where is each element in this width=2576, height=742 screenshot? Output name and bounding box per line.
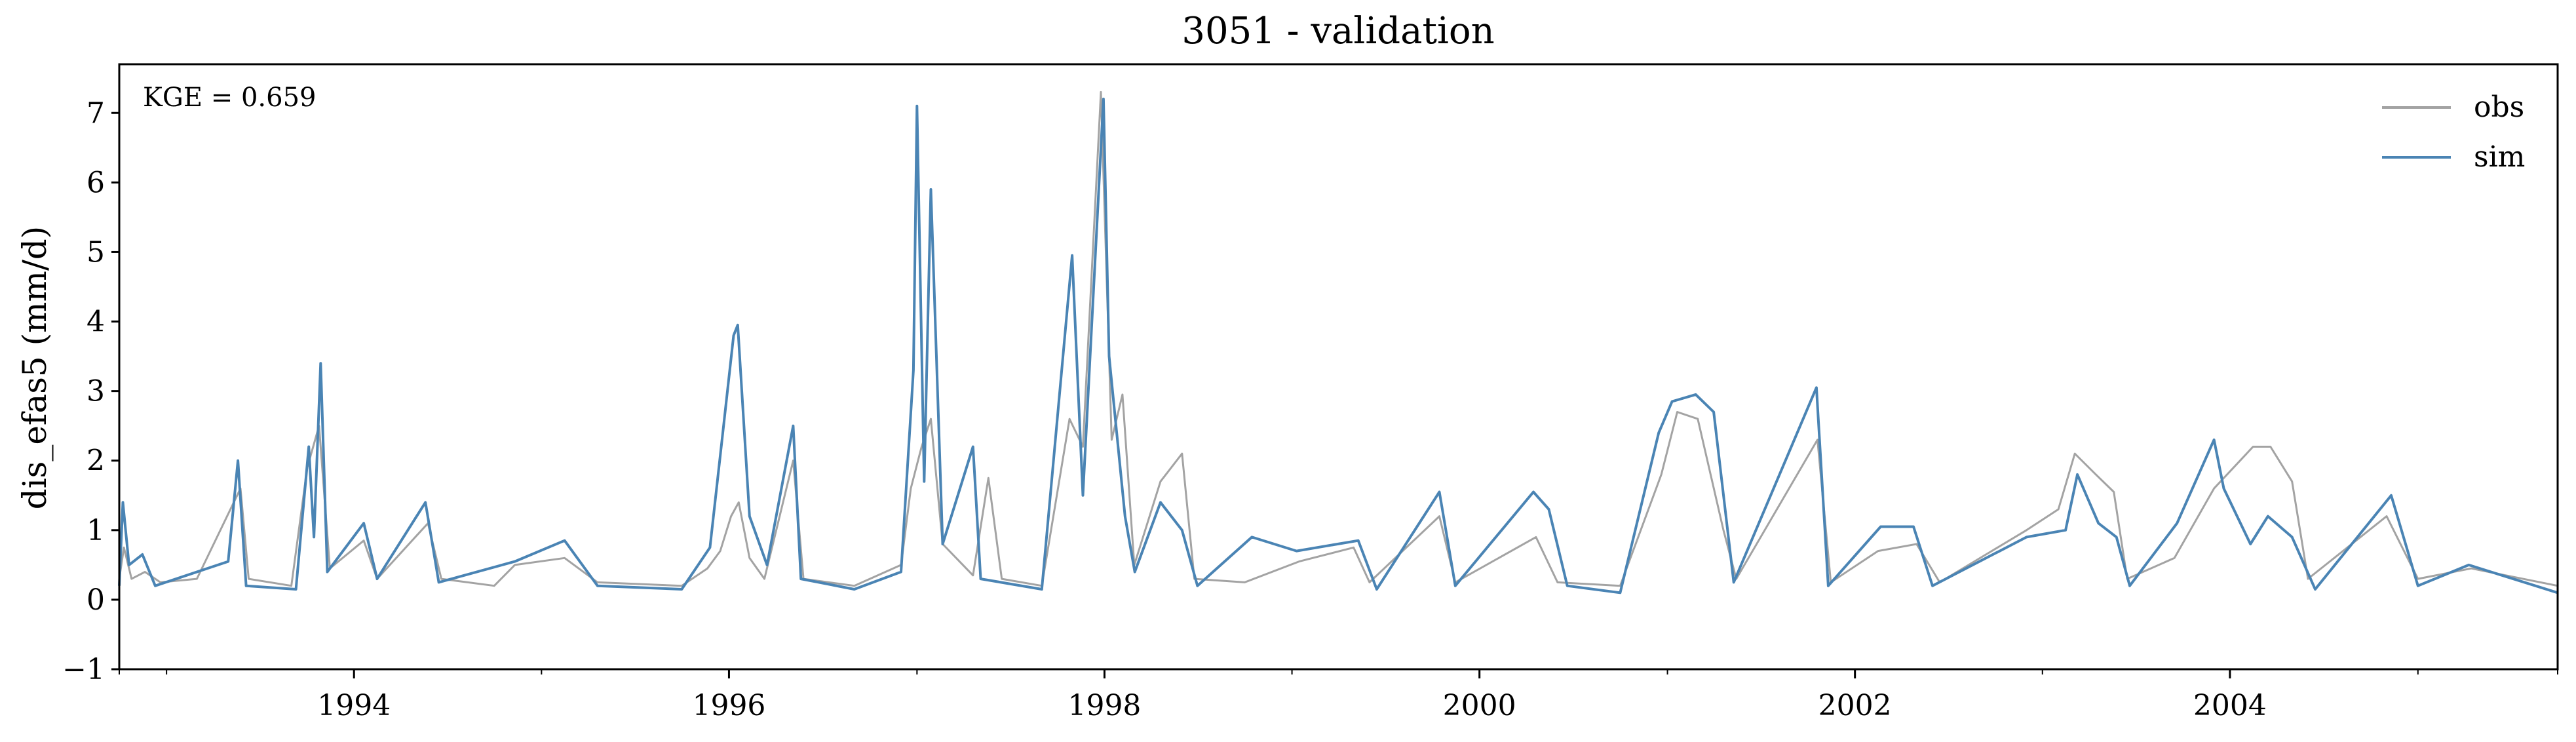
legend: obs sim [2382, 90, 2525, 174]
chart-title: 3051 - validation [1182, 10, 1494, 52]
x-tick-label: 2000 [1443, 689, 1516, 722]
legend-label-obs: obs [2474, 90, 2524, 124]
x-axis: 1994 1996 1998 2000 2002 2004 [119, 669, 2558, 722]
y-axis-label: dis_efas5 (mm/d) [16, 226, 54, 510]
x-tick-label: 1994 [317, 689, 391, 722]
y-tick-label: −1 [62, 653, 105, 686]
y-tick-label: 3 [87, 375, 105, 408]
kge-annotation: KGE = 0.659 [143, 83, 317, 113]
series-line-sim [118, 98, 2558, 595]
x-tick-label: 2002 [1818, 689, 1892, 722]
y-tick-label: 1 [87, 514, 105, 547]
x-tick-label: 2004 [2193, 689, 2267, 722]
y-tick-label: 7 [87, 96, 105, 130]
y-tick-label: 0 [87, 583, 105, 617]
y-tick-label: 6 [87, 166, 105, 199]
x-tick-label: 1996 [692, 689, 765, 722]
plot-frame [118, 63, 2559, 671]
y-tick-label: 5 [87, 235, 105, 269]
y-axis: −1 0 1 2 3 4 5 6 7 [62, 96, 119, 686]
plot-lines [118, 90, 2558, 595]
series-line-obs [118, 90, 2558, 587]
x-tick-label: 1998 [1067, 689, 1141, 722]
y-tick-label: 2 [87, 444, 105, 478]
y-tick-label: 4 [87, 305, 105, 339]
legend-label-sim: sim [2474, 140, 2525, 174]
